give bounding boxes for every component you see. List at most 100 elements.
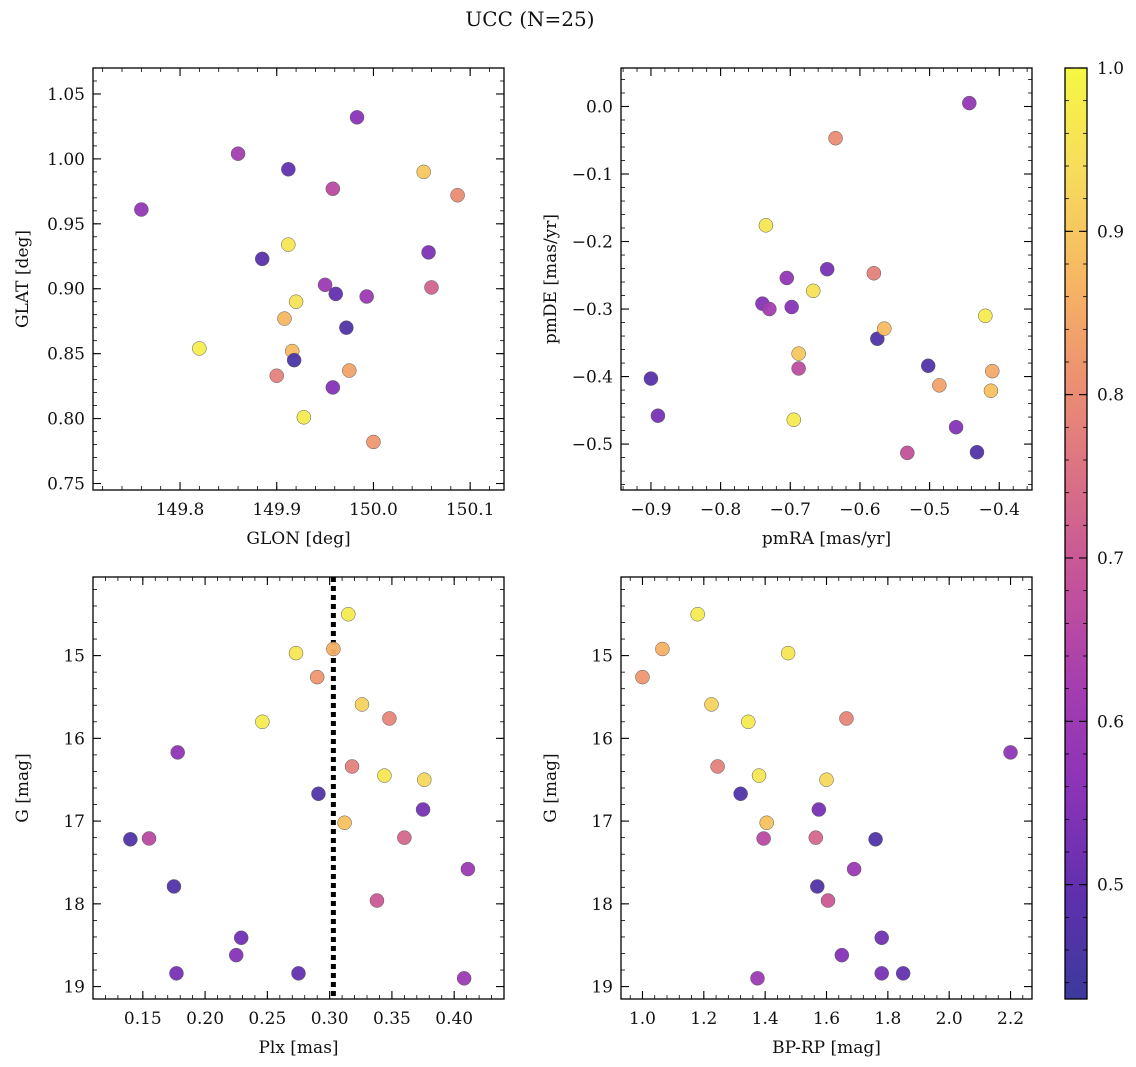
y-tick-label: 0.75 [47,475,85,495]
y-tick-label: −0.4 [572,368,613,388]
y-tick-label: 1.05 [47,85,85,105]
data-point [233,930,249,946]
data-point [828,130,843,146]
y-tick-label: −0.2 [572,233,613,253]
data-point [932,378,947,393]
data-point [123,832,138,847]
x-tick-label: −0.8 [700,500,741,520]
data-point [704,697,719,712]
data-point [846,861,862,877]
data-point [784,299,799,315]
y-tick-label: −0.3 [572,300,613,320]
x-tick-label: 1.0 [629,1009,656,1029]
x-tick-label: 0.35 [373,1009,411,1029]
axes-frame [92,576,505,1000]
axes-frame [620,67,1033,491]
data-point [808,830,824,845]
x-axis-label: BP-RP [mag] [772,1038,881,1058]
data-point [900,445,915,461]
data-point [811,802,827,817]
x-tick-label: −0.7 [770,500,811,520]
colorbar-tick-label: 1.0 [1097,59,1124,79]
data-point [978,308,993,324]
panel-glon-glat: 149.8 149.9 150.0 150.1 0.75 0.80 0.85 0.90 0.95… [13,67,505,549]
x-tick-label: 1.2 [690,1009,717,1029]
data-point [460,861,476,877]
data-point [349,110,365,125]
y-tick-label: 16 [591,729,613,749]
data-point [450,187,465,203]
data-point [354,697,370,712]
data-point [228,947,244,963]
y-tick-label: −0.1 [572,165,613,185]
data-point [741,714,756,730]
data-point [690,606,705,622]
data-point [326,641,341,657]
data-point [839,711,854,726]
data-point [895,966,911,981]
data-point [369,893,385,908]
x-tick-label: 0.15 [124,1009,162,1029]
panel-cmd: 1.0 1.2 1.4 1.6 1.8 2.0 2.2 15 16 17 18 19 BP-RP [ma… [541,576,1033,1058]
x-tick-label: 0.30 [311,1009,349,1029]
data-point [311,786,326,802]
panel-plx-g: 0.15 0.20 0.25 0.30 0.35 0.40 15 16 17 18 19 Plx [m… [13,576,505,1058]
data-point [710,759,725,774]
y-axis-label: G [mag] [541,753,561,822]
data-point [819,772,834,787]
y-tick-label: 1.00 [47,150,85,170]
data-point [288,645,304,661]
y-tick-label: 0.90 [47,280,85,300]
data-point [870,331,885,347]
data-point [339,320,354,335]
y-tick-label: 0.80 [47,410,85,430]
x-tick-label: 2.0 [936,1009,963,1029]
colorbar-tick-label: 0.5 [1097,876,1124,896]
data-point [325,380,341,395]
data-point [751,768,767,783]
y-tick-label: 16 [63,729,85,749]
data-point [255,714,270,730]
x-axis-label: Plx [mas] [258,1038,338,1058]
y-tick-label: 15 [591,647,613,667]
data-point [421,245,436,260]
data-point [281,237,296,252]
data-point [650,408,666,423]
x-tick-label: 150.0 [349,500,398,520]
colorbar-gradient [1065,68,1087,999]
data-point [366,434,381,450]
data-point [296,410,312,425]
data-point [920,358,936,374]
data-point [969,444,985,460]
data-point [359,289,374,304]
x-tick-label: 1.6 [813,1009,840,1029]
data-point [277,311,292,326]
data-point [834,947,850,963]
y-tick-label: −0.5 [572,435,613,455]
data-point [230,146,246,161]
panel-pm: −0.9 −0.8 −0.7 −0.6 −0.5 −0.4 −0.5 −0.4 −0.3 −0.2… [541,67,1033,549]
axes-frame [92,67,505,491]
data-point [866,266,882,281]
data-point [344,759,360,774]
x-tick-label: 0.40 [435,1009,473,1029]
x-tick-label: −0.9 [630,500,671,520]
data-point [786,412,802,428]
data-point [328,286,343,302]
x-tick-label: −0.6 [839,500,880,520]
x-tick-label: −0.5 [909,500,950,520]
x-tick-label: 150.1 [446,500,495,520]
data-point [281,162,296,177]
data-point [877,321,892,336]
data-point [134,202,149,217]
data-point [791,361,806,376]
colorbar-tick-label: 0.6 [1097,712,1124,732]
y-axis-label: pmDE [mas/yr] [541,214,561,344]
data-point [806,283,821,299]
colorbar-tick-label: 0.8 [1097,386,1124,406]
y-tick-label: 18 [591,895,613,915]
data-point [962,95,977,111]
data-point [309,669,325,685]
data-point [810,879,825,894]
